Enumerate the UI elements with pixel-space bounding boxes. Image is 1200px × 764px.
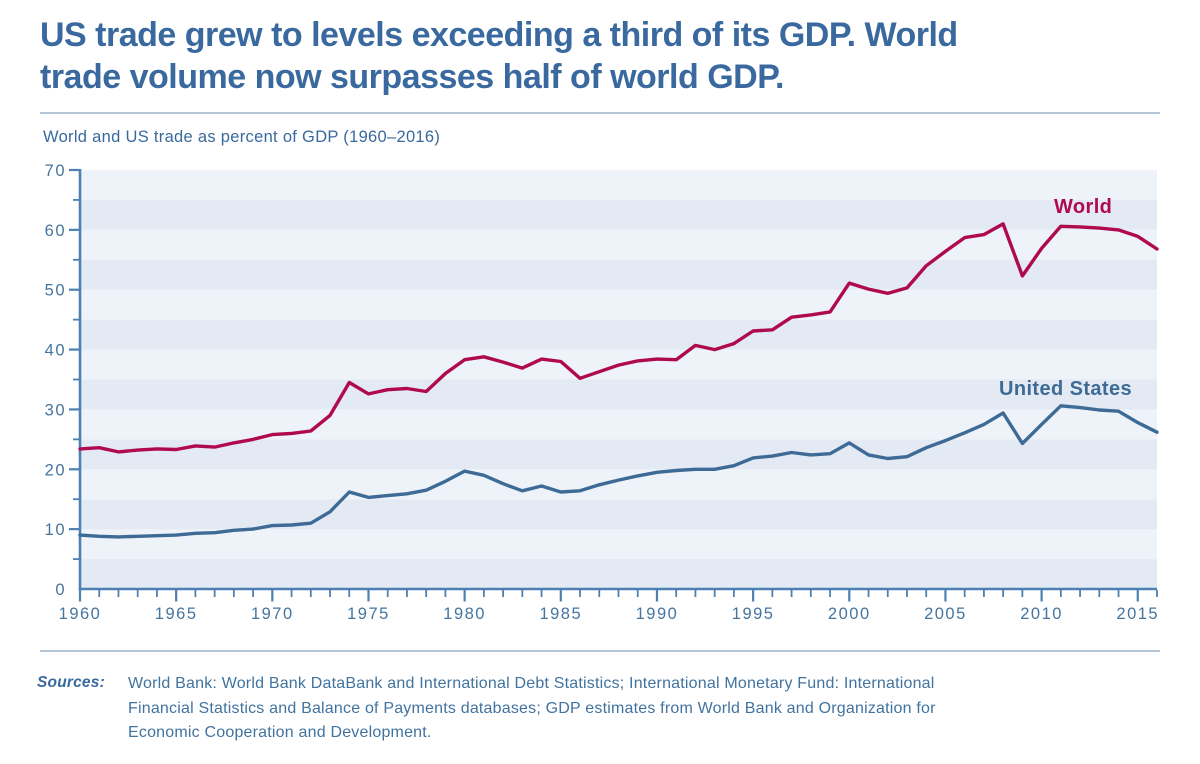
y-tick-label: 0 <box>55 581 66 599</box>
y-tick-label: 40 <box>45 342 66 360</box>
trade-percent-gdp-chart: 0 10 20 30 40 50 60 70 1960 1965 1970 1975 1980 1985 1… <box>45 162 1159 623</box>
plot-band <box>80 469 1157 500</box>
x-tick-label: 2005 <box>924 605 967 623</box>
headline-line-2: trade volume now surpasses half of world… <box>40 58 784 96</box>
y-tick-label: 60 <box>45 222 66 240</box>
world-line <box>78 222 1159 454</box>
plot-band <box>80 170 1157 200</box>
plot-band <box>80 529 1157 560</box>
x-tick-label: 1965 <box>155 605 198 623</box>
plot-band <box>80 259 1157 290</box>
sources-line-3: Economic Cooperation and Development. <box>128 724 432 741</box>
x-tick-label: 1970 <box>251 605 294 623</box>
bottom-divider <box>40 650 1160 652</box>
x-tick-label: 1985 <box>539 605 582 623</box>
sources-block: Sources: World Bank: World Bank DataBank… <box>37 672 1167 746</box>
plot-band <box>80 439 1157 470</box>
plot-band <box>80 199 1157 230</box>
sources-text: World Bank: World Bank DataBank and Inte… <box>128 672 936 746</box>
plot-band <box>80 289 1157 320</box>
united-states-line <box>78 404 1159 539</box>
x-tick-label: 2000 <box>828 605 871 623</box>
plot-band <box>80 319 1157 350</box>
world-series-label: World <box>1054 196 1112 218</box>
sources-line-2: Financial Statistics and Balance of Paym… <box>128 699 936 717</box>
sources-line-1: World Bank: World Bank DataBank and Inte… <box>128 675 935 692</box>
x-tick-label: 1995 <box>732 605 775 623</box>
x-tick-label: 1960 <box>59 605 102 623</box>
y-tick-label: 50 <box>45 282 66 300</box>
plot-band <box>80 379 1157 410</box>
united-states-series-label: United States <box>999 378 1132 400</box>
y-tick-label: 20 <box>45 461 66 479</box>
sources-label: Sources: <box>37 674 105 691</box>
chart-subtitle: World and US trade as percent of GDP (19… <box>43 128 441 146</box>
chart-headline: US trade grew to levels exceeding a thir… <box>40 14 1170 98</box>
plot-band <box>80 559 1157 589</box>
plot-band <box>80 499 1157 530</box>
y-tick-label: 30 <box>45 401 66 419</box>
plot-band <box>80 409 1157 440</box>
y-tick-label: 10 <box>45 521 66 539</box>
x-tick-label: 2010 <box>1020 605 1063 623</box>
x-tick-label: 1980 <box>443 605 486 623</box>
x-tick-label: 1975 <box>347 605 390 623</box>
x-tick-label: 2015 <box>1116 605 1159 623</box>
top-divider <box>40 112 1160 114</box>
x-tick-label: 1990 <box>636 605 679 623</box>
plot-band <box>80 229 1157 260</box>
headline-line-1: US trade grew to levels exceeding a thir… <box>40 16 958 54</box>
y-tick-label: 70 <box>45 162 66 180</box>
